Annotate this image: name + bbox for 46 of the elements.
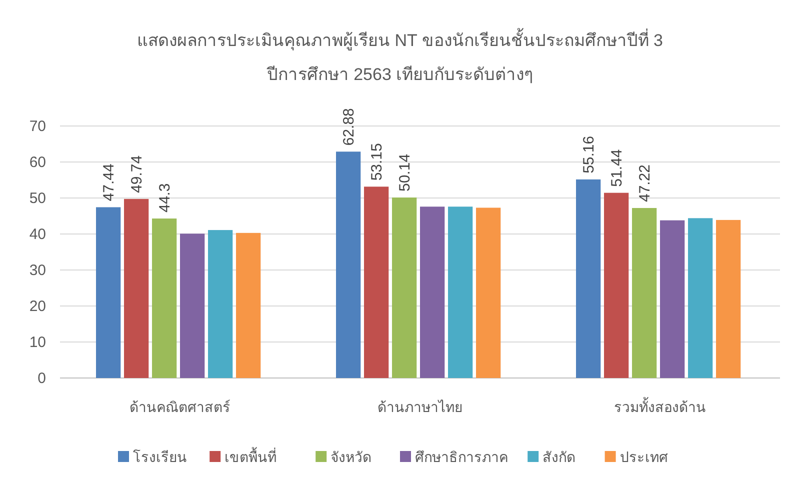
x-tick-label: รวมทั้งสองด้าน	[614, 397, 706, 415]
bar	[180, 234, 205, 378]
chart-subtitle: ปีการศึกษา 2563 เทียบกับระดับต่างๆ	[266, 65, 534, 84]
x-tick-label: ด้านภาษาไทย	[378, 399, 462, 415]
chart-title: แสดงผลการประเมินคุณภาพผู้เรียน NT ของนักเรียนชั้นประถมศึกษาปีที่ 3	[137, 28, 663, 51]
bar	[208, 230, 233, 378]
bar	[236, 232, 261, 378]
bar	[364, 186, 389, 378]
y-tick-label: 0	[38, 370, 46, 387]
legend-label: สังกัด	[542, 449, 576, 465]
bar	[660, 220, 685, 378]
x-tick-label: ด้านคณิตศาสตร์	[130, 399, 230, 415]
data-label: 51.44	[608, 149, 626, 187]
legend-label: เขตพื้นที่	[224, 447, 277, 465]
data-label: 62.88	[340, 108, 358, 146]
y-tick-label: 10	[29, 334, 46, 351]
legend-label: ประเทศ	[620, 449, 668, 465]
bar	[420, 206, 445, 378]
data-label: 47.44	[100, 164, 118, 202]
data-label: 53.15	[368, 143, 386, 181]
legend-label: โรงเรียน	[133, 449, 187, 465]
data-label: 49.74	[128, 155, 146, 193]
y-tick-label: 70	[29, 118, 46, 135]
y-tick-label: 40	[29, 226, 46, 243]
bar	[336, 152, 361, 378]
y-tick-label: 60	[29, 154, 46, 171]
bar	[124, 198, 149, 378]
data-label: 50.14	[396, 154, 414, 192]
legend-label: จังหวัด	[330, 449, 372, 465]
bar	[604, 192, 629, 378]
data-label: 55.16	[580, 136, 598, 174]
bar	[96, 207, 121, 378]
bar	[392, 197, 417, 378]
data-label: 44.3	[156, 183, 174, 213]
data-label: 47.22	[636, 164, 654, 202]
y-tick-label: 50	[29, 190, 46, 207]
y-tick-label: 20	[29, 298, 46, 315]
bar	[476, 208, 501, 378]
bar	[716, 220, 741, 378]
bar	[152, 218, 177, 378]
bar	[576, 179, 601, 378]
bar	[448, 206, 473, 378]
bar	[632, 208, 657, 378]
legend-label: ศึกษาธิการภาค	[415, 449, 508, 465]
y-tick-label: 30	[29, 262, 46, 279]
bar	[688, 218, 713, 378]
